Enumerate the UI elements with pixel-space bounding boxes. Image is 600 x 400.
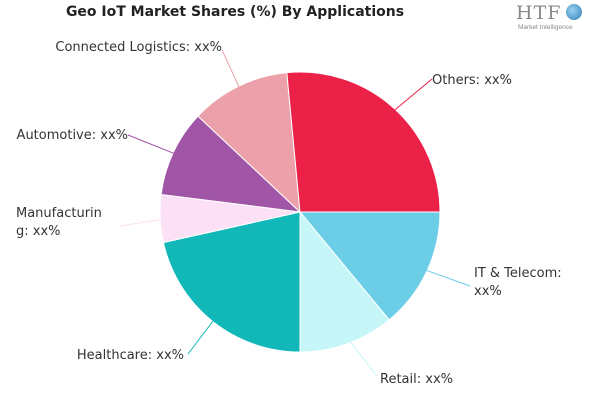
slice-label-retail: Retail: xx% — [380, 372, 453, 387]
slice-label-healthcare: Healthcare: xx% — [77, 348, 184, 363]
slice-label-it-telecom: IT & Telecom: xx% — [474, 266, 562, 299]
logo-text: HTF — [516, 2, 562, 24]
leader-line-connected-logistics — [221, 49, 244, 97]
slice-label-manufacturing: Manufacturin g: xx% — [16, 206, 102, 239]
leader-line-automotive — [127, 134, 184, 158]
pie-slice-automotive — [160, 115, 302, 213]
pie-slice-retail — [299, 210, 390, 353]
htf-logo: HTF Market Intelligence — [516, 2, 588, 36]
leader-line-manufacturing — [119, 217, 172, 227]
leader-line-healthcare — [187, 312, 220, 355]
slice-label-connected-logistics: Connected Logistics: xx% — [55, 40, 222, 55]
leader-line-it-telecom — [416, 266, 471, 287]
logo-subtitle: Market Intelligence — [518, 24, 573, 31]
globe-icon — [566, 4, 582, 20]
leader-line-retail — [343, 332, 378, 377]
pie-slice-it-telecom — [298, 211, 441, 321]
slice-label-automotive: Automotive: xx% — [17, 128, 128, 143]
slice-label-others: Others: xx% — [432, 73, 512, 88]
pie-slice-others — [286, 71, 441, 213]
leader-line-others — [386, 78, 433, 118]
chart-title: Geo IoT Market Shares (%) By Application… — [65, 4, 405, 20]
